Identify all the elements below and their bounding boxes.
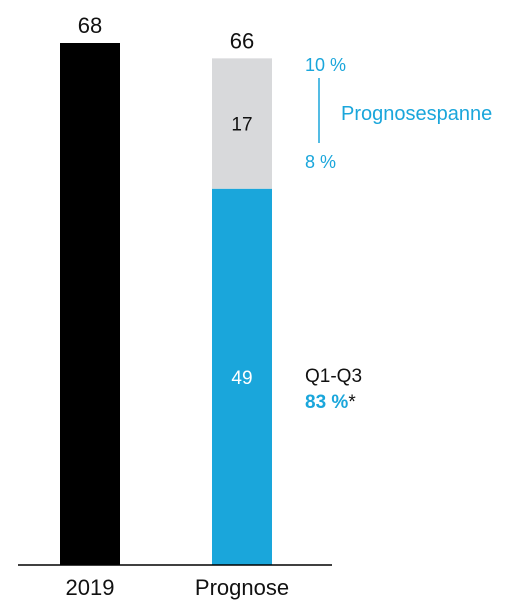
- bar-prognose-segment-1: [212, 188, 272, 565]
- q-share-value: 83 %: [305, 392, 349, 413]
- range-label: Prognosespanne: [341, 103, 493, 125]
- bar-prognose-segment-2: [212, 58, 272, 189]
- segment-label-0: 49: [231, 368, 252, 389]
- q-footnote-marker: *: [348, 392, 356, 413]
- bar-2019-segment-0: [60, 43, 120, 565]
- segment-label-1: 17: [231, 115, 252, 136]
- total-label-prognose: 66: [230, 28, 254, 53]
- q-share: 83 %*: [305, 392, 356, 414]
- category-label-prognose: Prognose: [195, 575, 289, 600]
- range-bottom-label: 8 %: [305, 152, 337, 172]
- category-label-2019: 2019: [66, 575, 115, 600]
- total-label-2019: 68: [78, 13, 102, 38]
- q-period-label: Q1-Q3: [305, 366, 363, 387]
- range-top-label: 10 %: [305, 55, 347, 75]
